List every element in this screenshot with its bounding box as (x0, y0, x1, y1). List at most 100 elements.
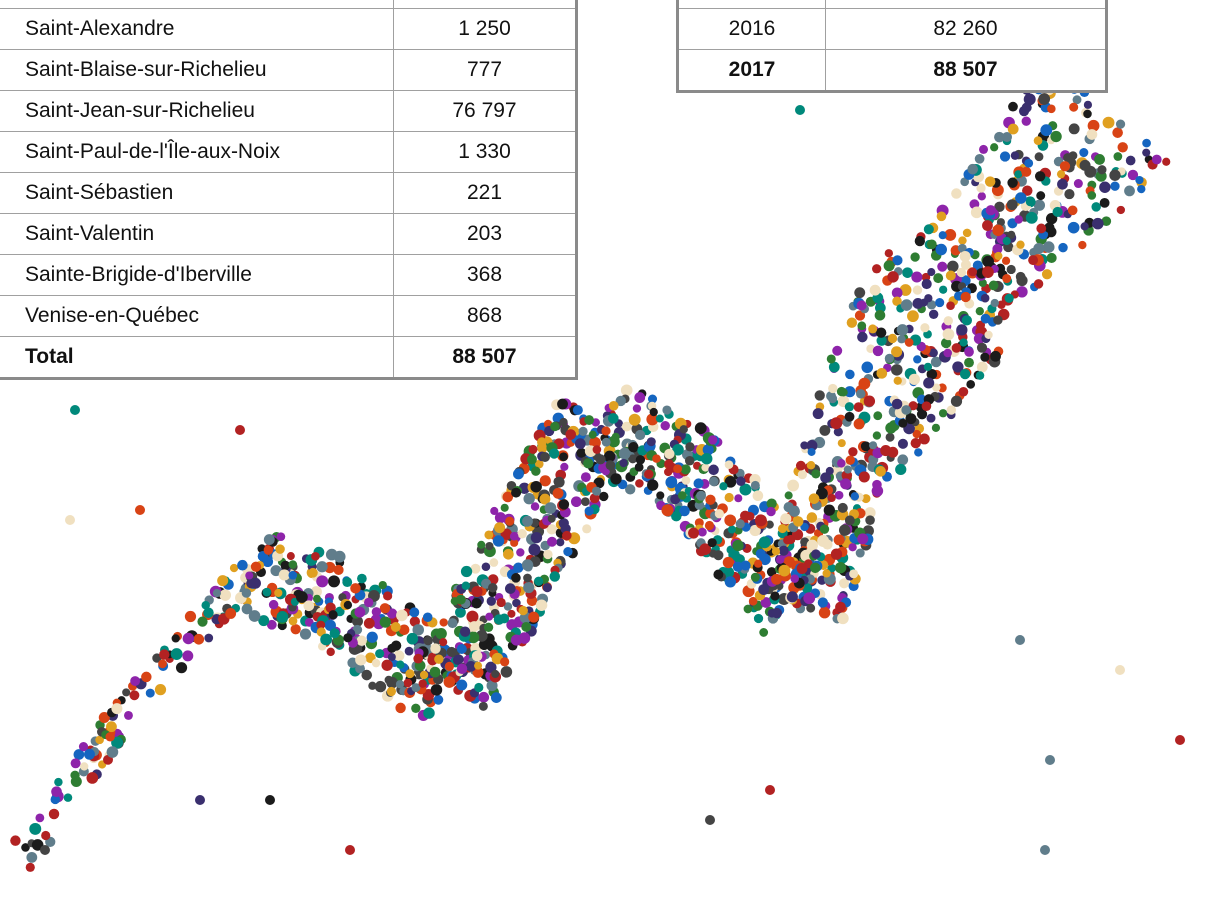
person (943, 328, 955, 340)
person (122, 688, 130, 696)
person (709, 477, 718, 486)
person (528, 612, 539, 623)
person (1002, 257, 1010, 265)
person (979, 145, 988, 154)
person (1091, 202, 1101, 212)
person (375, 649, 384, 658)
person (1103, 117, 1115, 129)
person (673, 464, 682, 473)
person (505, 517, 514, 526)
person (70, 405, 80, 415)
person (946, 301, 955, 310)
person (517, 529, 527, 539)
person (447, 647, 457, 657)
person (830, 417, 842, 429)
person (820, 524, 829, 533)
person (1100, 198, 1110, 208)
person (71, 776, 82, 787)
value-cell: 82 260 (826, 9, 1107, 50)
person (1045, 755, 1055, 765)
person (873, 431, 881, 439)
person (875, 310, 886, 321)
person (141, 672, 151, 682)
person (433, 695, 443, 705)
person (621, 384, 633, 396)
person (754, 614, 763, 623)
value-cell: 221 (394, 173, 577, 214)
person (350, 583, 361, 594)
person (1137, 185, 1145, 193)
person (54, 778, 62, 786)
person (701, 453, 712, 464)
person (719, 482, 727, 490)
person (977, 343, 987, 353)
person (827, 354, 836, 363)
person (901, 299, 913, 311)
person (736, 519, 745, 528)
person (528, 445, 537, 454)
label-cell: Saint-Valentin (0, 214, 394, 255)
person (195, 795, 205, 805)
person (880, 445, 891, 456)
person (897, 324, 909, 336)
person (1126, 156, 1136, 166)
total-row: 201788 507 (678, 50, 1107, 92)
person (395, 703, 405, 713)
person (947, 261, 959, 273)
person (856, 389, 865, 398)
person (828, 384, 837, 393)
person (49, 809, 59, 819)
person (847, 317, 857, 327)
person (982, 256, 994, 268)
person (937, 262, 947, 272)
person (680, 425, 688, 433)
person (203, 608, 213, 618)
person (182, 650, 193, 661)
label-cell: Sainte-Brigide-d'Iberville (0, 255, 394, 296)
person (905, 338, 914, 347)
person (845, 412, 855, 422)
person (780, 513, 791, 524)
person (407, 633, 419, 645)
person (1074, 179, 1083, 188)
person (434, 654, 443, 663)
person (922, 279, 932, 289)
page: Saint-Alexandre1 250Saint-Blaise-sur-Ric… (0, 0, 1205, 900)
person (634, 392, 645, 403)
person (185, 611, 196, 622)
person (242, 588, 251, 597)
person (981, 294, 990, 303)
person (875, 466, 886, 477)
person (779, 546, 789, 556)
person (79, 742, 88, 751)
label-cell: Saint-Paul-de-l'Île-aux-Noix (0, 132, 394, 173)
person (491, 692, 502, 703)
person (807, 461, 816, 470)
person (960, 369, 970, 379)
person (396, 680, 404, 688)
person (1008, 124, 1019, 135)
person (460, 626, 470, 636)
person (888, 334, 897, 343)
person (420, 671, 428, 679)
person (839, 524, 850, 535)
person (593, 445, 602, 454)
person (898, 419, 907, 428)
person (980, 353, 989, 362)
person (869, 441, 877, 449)
person (559, 499, 569, 509)
table-row: Saint-Blaise-sur-Richelieu777 (0, 50, 577, 91)
person (581, 497, 590, 506)
person (469, 621, 480, 632)
person (612, 433, 620, 441)
person (521, 622, 531, 632)
person (559, 418, 567, 426)
person (661, 504, 673, 516)
person (939, 286, 947, 294)
person (849, 569, 858, 578)
person (158, 659, 167, 668)
person (1175, 735, 1185, 745)
person (961, 260, 971, 270)
person (984, 331, 992, 339)
person (107, 746, 119, 758)
